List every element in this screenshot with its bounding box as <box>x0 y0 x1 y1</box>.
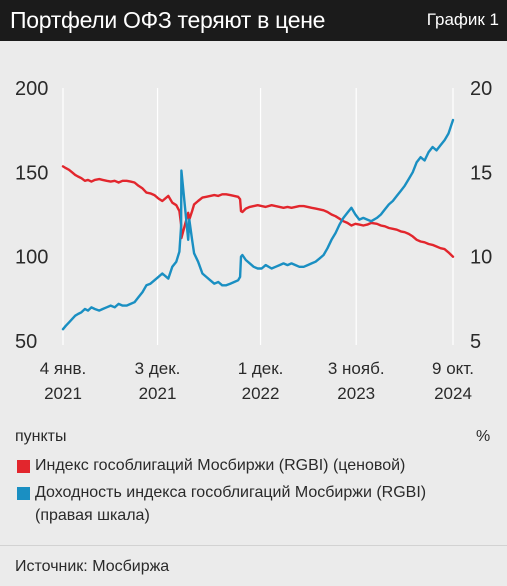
x-tick-label-year: 2021 <box>139 384 177 403</box>
x-axis-labels: 4 янв. 2021 3 дек. 2021 1 дек. 2022 3 нояб. 202… <box>40 359 474 403</box>
y-right-tick-label: 5 <box>470 331 481 353</box>
line-chart: 50 100 150 200 5 10 15 20 4 янв. 2021 3 дек. 2021… <box>15 78 492 403</box>
y-right-tick-label: 20 <box>470 78 492 100</box>
chart-title: Портфели ОФЗ теряют в цене <box>10 7 326 33</box>
legend-label-price: Индекс гособлигаций Мосбиржи (RGBI) (цен… <box>35 457 406 474</box>
y-axis-right-labels: 5 10 15 20 <box>470 78 492 353</box>
legend-label-yield: Доходность индекса гособлигаций Мосбиржи… <box>35 484 427 501</box>
chart-number: График 1 <box>426 10 499 29</box>
gridlines <box>62 88 454 345</box>
x-tick-label-year: 2023 <box>337 384 375 403</box>
divider <box>0 545 507 546</box>
y-axis-left-unit: пункты <box>15 428 67 445</box>
x-tick-label-year: 2024 <box>434 384 472 403</box>
header: Портфели ОФЗ теряют в цене График 1 <box>0 0 507 41</box>
y-left-tick-label: 50 <box>15 331 37 353</box>
series-line-price-index <box>61 165 455 258</box>
y-left-tick-label: 150 <box>15 162 48 184</box>
x-tick-label-date: 3 дек. <box>135 359 181 378</box>
series-lines <box>61 118 455 331</box>
x-tick-label-year: 2021 <box>44 384 82 403</box>
y-right-tick-label: 15 <box>470 162 492 184</box>
y-left-tick-label: 200 <box>15 78 48 100</box>
x-tick-label-date: 4 янв. <box>40 359 87 378</box>
series-line-yield <box>61 118 455 331</box>
legend-note-right-axis: (правая шкала) <box>35 507 150 524</box>
y-left-tick-label: 100 <box>15 247 48 269</box>
x-tick-label-date: 3 нояб. <box>328 359 385 378</box>
y-axis-right-unit: % <box>476 428 491 445</box>
x-tick-label-date: 1 дек. <box>238 359 284 378</box>
y-axis-left-labels: 50 100 150 200 <box>15 78 48 353</box>
x-tick-label-date: 9 окт. <box>432 359 474 378</box>
x-tick-label-year: 2022 <box>242 384 280 403</box>
legend-swatch-price <box>17 460 30 473</box>
legend-swatch-yield <box>17 487 30 500</box>
source-note: Источник: Мосбиржа <box>15 558 170 575</box>
y-right-tick-label: 10 <box>470 247 492 269</box>
